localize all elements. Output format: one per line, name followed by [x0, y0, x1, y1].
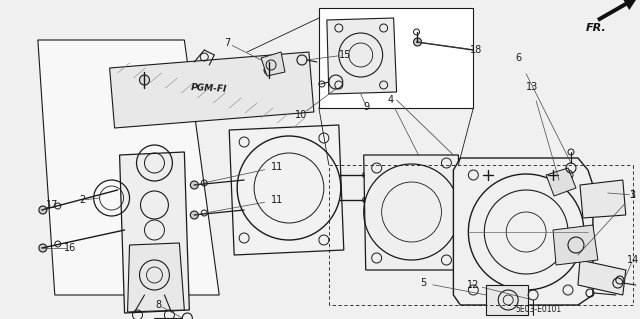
Polygon shape [453, 158, 593, 305]
Text: 16: 16 [63, 243, 76, 253]
Polygon shape [546, 168, 576, 196]
Text: 2: 2 [79, 195, 86, 205]
Circle shape [413, 38, 422, 46]
Text: 11: 11 [271, 162, 283, 172]
Text: 8: 8 [156, 300, 161, 310]
Text: 18: 18 [470, 45, 483, 55]
Polygon shape [261, 52, 285, 76]
Text: 3: 3 [630, 190, 636, 200]
Text: FR.: FR. [586, 23, 607, 33]
Polygon shape [120, 152, 189, 313]
Text: PGM-FI: PGM-FI [191, 83, 228, 93]
Polygon shape [364, 155, 460, 270]
Bar [319, 8, 474, 108]
Text: 17: 17 [45, 200, 58, 210]
Text: 12: 12 [467, 280, 479, 290]
Text: 15: 15 [339, 50, 351, 60]
Circle shape [39, 244, 47, 252]
Polygon shape [578, 260, 626, 295]
Text: 13: 13 [526, 82, 538, 92]
Polygon shape [580, 180, 626, 218]
Circle shape [190, 181, 198, 189]
Text: 1: 1 [630, 190, 636, 200]
Text: 7: 7 [224, 38, 230, 48]
Polygon shape [38, 40, 220, 295]
Circle shape [140, 75, 150, 85]
Text: 11: 11 [271, 195, 283, 205]
Polygon shape [553, 225, 598, 265]
Text: 5E03-E0101: 5E03-E0101 [515, 306, 561, 315]
Polygon shape [486, 285, 528, 315]
Circle shape [264, 65, 274, 75]
Circle shape [39, 206, 47, 214]
Circle shape [190, 211, 198, 219]
Text: 5: 5 [420, 278, 427, 288]
Polygon shape [109, 52, 314, 128]
Polygon shape [127, 243, 184, 312]
FancyArrow shape [597, 0, 638, 22]
Text: 10: 10 [295, 110, 307, 120]
Polygon shape [327, 18, 397, 94]
Text: 4: 4 [388, 95, 394, 105]
Text: 14: 14 [627, 255, 639, 265]
Polygon shape [229, 125, 344, 255]
Text: 9: 9 [364, 102, 370, 112]
Text: 6: 6 [515, 53, 521, 63]
